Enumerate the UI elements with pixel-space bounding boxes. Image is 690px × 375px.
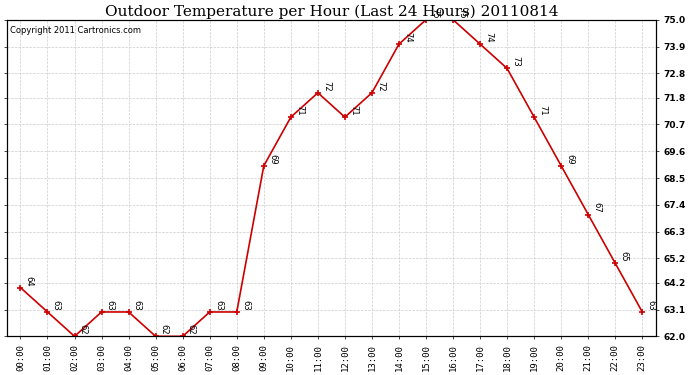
Text: Copyright 2011 Cartronics.com: Copyright 2011 Cartronics.com xyxy=(10,26,141,35)
Text: 63: 63 xyxy=(132,300,141,310)
Text: 74: 74 xyxy=(403,32,412,43)
Text: 74: 74 xyxy=(484,32,493,43)
Text: 62: 62 xyxy=(160,324,169,335)
Text: 75: 75 xyxy=(430,8,439,18)
Text: 63: 63 xyxy=(214,300,223,310)
Text: 64: 64 xyxy=(25,276,34,286)
Text: 73: 73 xyxy=(511,56,520,67)
Text: 63: 63 xyxy=(241,300,250,310)
Text: 63: 63 xyxy=(106,300,115,310)
Text: 65: 65 xyxy=(620,251,629,262)
Text: 63: 63 xyxy=(52,300,61,310)
Text: 67: 67 xyxy=(593,202,602,213)
Text: 75: 75 xyxy=(457,8,466,18)
Text: 69: 69 xyxy=(268,154,277,165)
Text: 62: 62 xyxy=(79,324,88,335)
Text: 71: 71 xyxy=(295,105,304,116)
Text: 71: 71 xyxy=(349,105,358,116)
Text: 69: 69 xyxy=(565,154,574,165)
Text: 63: 63 xyxy=(647,300,656,310)
Text: 72: 72 xyxy=(322,81,331,92)
Text: 71: 71 xyxy=(538,105,547,116)
Text: 62: 62 xyxy=(187,324,196,335)
Text: 72: 72 xyxy=(376,81,385,92)
Title: Outdoor Temperature per Hour (Last 24 Hours) 20110814: Outdoor Temperature per Hour (Last 24 Ho… xyxy=(105,4,558,18)
